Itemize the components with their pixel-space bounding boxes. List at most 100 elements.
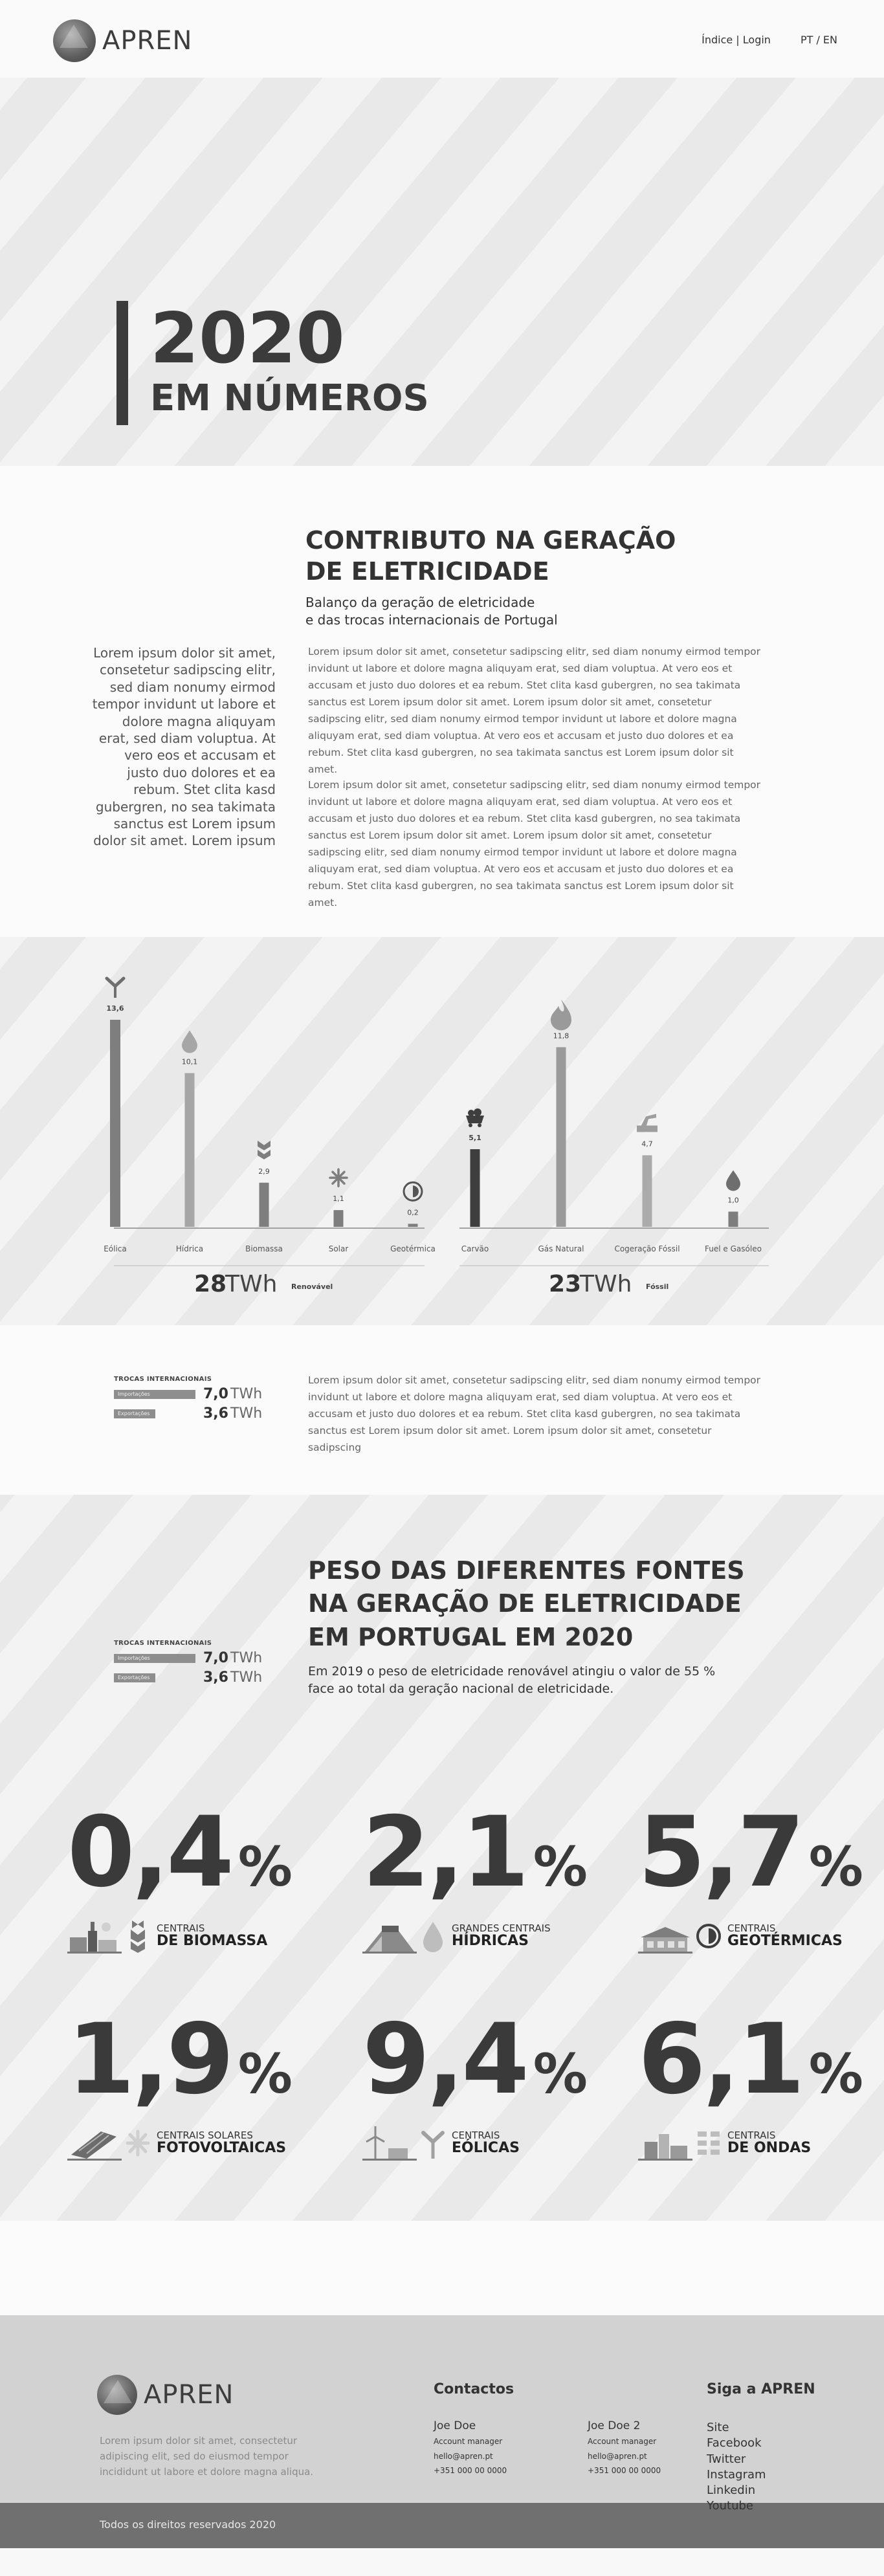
contact-phone[interactable]: +351 000 00 0000 xyxy=(434,2466,507,2476)
chart-total-label: Renovável xyxy=(291,1282,333,1291)
top-nav: Índice | Login PT / EN xyxy=(672,34,837,46)
stat-label: GRANDES CENTRAIS HÍDRICAS xyxy=(452,1923,551,1950)
stat-label: CENTRAIS EÓLICAS xyxy=(452,2130,520,2157)
contact-role: Account manager xyxy=(434,2436,503,2446)
stat-number: 6,1 xyxy=(638,2003,805,2116)
social-link-instagram[interactable]: Instagram xyxy=(707,2467,766,2482)
stat-number: 1,9 xyxy=(67,2003,234,2116)
contribution-lead-text: Lorem ipsum dolor sit amet, consetetur s… xyxy=(92,645,276,849)
weights-subtitle-line2: face ao total da geração nacional de ele… xyxy=(308,1681,614,1696)
stat-waves: 6,1% CENTRAIS DE ONDAS xyxy=(638,2011,863,2161)
site-header: APREN Índice | Login PT / EN xyxy=(0,0,884,78)
exports-bar: Exportações xyxy=(114,1673,156,1682)
stat-percent: % xyxy=(808,2042,863,2106)
social-links: Site Facebook Twitter Instagram Linkedin… xyxy=(707,2420,766,2515)
chart-bar xyxy=(333,1210,344,1227)
chart-value-label: 0,2 xyxy=(407,1208,419,1216)
stat-geothermal: 5,7% CENTRAIS GEOTÉRMICAS xyxy=(638,1804,863,1954)
imports-row: Importações 7,0 TWh xyxy=(114,1650,262,1666)
stat-label: CENTRAIS SOLARES FOTOVOLTAICAS xyxy=(157,2130,286,2157)
exports-row: Exportações 3,6 TWh xyxy=(114,1669,262,1686)
contact-card-1: Joe Doe Account manager hello@apren.pt +… xyxy=(434,2419,507,2478)
hero-section: 2020 EM NÚMEROS xyxy=(0,78,884,466)
nav-index-login-link[interactable]: Índice | Login xyxy=(702,34,771,46)
leaf-icon xyxy=(131,1921,145,1953)
exchanges-title: TROCAS INTERNACIONAIS xyxy=(114,1376,212,1383)
chart-value-label: 5,1 xyxy=(469,1134,481,1142)
stat-hydro: 2,1% GRANDES CENTRAIS HÍDRICAS xyxy=(362,1804,588,1954)
copyright-text: Todos os direitos reservados 2020 xyxy=(100,2518,276,2531)
exports-bar-track: Exportações xyxy=(114,1673,195,1682)
stat-label-small: CENTRAIS xyxy=(727,1922,776,1934)
stat-label-small: CENTRAIS xyxy=(452,2129,500,2141)
stat-percent: % xyxy=(808,1835,863,1899)
chart-total-unit: TWh xyxy=(579,1271,632,1297)
leaf-icon xyxy=(258,1140,271,1160)
exports-unit: TWh xyxy=(230,1405,263,1422)
contact-email[interactable]: hello@apren.pt xyxy=(588,2451,647,2461)
chart-value-label: 10,1 xyxy=(182,1057,198,1066)
contact-email[interactable]: hello@apren.pt xyxy=(434,2451,493,2461)
stat-label: CENTRAIS DE ONDAS xyxy=(727,2130,811,2157)
social-link-linkedin[interactable]: Linkedin xyxy=(707,2483,756,2498)
contact-phone[interactable]: +351 000 00 0000 xyxy=(588,2466,661,2476)
stat-solar: 1,9% CENTRAIS SOLARES FOTOVOLTAICAS xyxy=(67,2011,293,2161)
chart-value-label: 13,6 xyxy=(106,1004,124,1013)
exchanges-summary: TROCAS INTERNACIONAIS Importações 7,0 TW… xyxy=(114,1376,262,1422)
stat-label-row: GRANDES CENTRAIS HÍDRICAS xyxy=(362,1918,588,1954)
imports-value: 7,0 xyxy=(203,1386,228,1402)
stat-biomass: 0,4% CENTRAIS DE BIOMASSA xyxy=(67,1804,293,1954)
stat-number: 5,7 xyxy=(638,1796,805,1909)
stat-number: 0,4 xyxy=(67,1796,234,1909)
hero-year: 2020 xyxy=(150,298,345,379)
stat-label-row: CENTRAIS DE ONDAS xyxy=(638,2125,863,2161)
stat-label-row: CENTRAIS EÓLICAS xyxy=(362,2125,588,2161)
stat-biomass-value: 0,4% xyxy=(67,1804,293,1901)
source-weights-section: PESO DAS DIFERENTES FONTES NA GERAÇÃO DE… xyxy=(0,1495,884,2221)
waves-icon xyxy=(698,2131,720,2155)
stat-label-row: CENTRAIS SOLARES FOTOVOLTAICAS xyxy=(67,2125,293,2161)
chart-category-label: Gás Natural xyxy=(538,1244,584,1253)
chart-bar xyxy=(184,1073,195,1227)
nav-language-link[interactable]: PT / EN xyxy=(800,34,837,46)
chart-bar xyxy=(470,1149,480,1227)
hero-accent-bar xyxy=(116,301,128,425)
solar-panel-illustration xyxy=(67,2131,122,2161)
stat-percent: % xyxy=(238,1835,293,1899)
stat-label: CENTRAIS DE BIOMASSA xyxy=(157,1923,267,1950)
apren-logo-icon xyxy=(53,19,96,62)
stat-percent: % xyxy=(533,2042,588,2106)
social-link-youtube[interactable]: Youtube xyxy=(707,2499,753,2513)
imports-unit: TWh xyxy=(230,1386,263,1402)
social-link-twitter[interactable]: Twitter xyxy=(707,2452,746,2466)
social-link-facebook[interactable]: Facebook xyxy=(707,2436,762,2450)
chart-value-label: 1,1 xyxy=(333,1194,344,1203)
flame-icon xyxy=(551,999,571,1031)
chart-value-label: 1,0 xyxy=(727,1196,739,1204)
weights-title-line1: PESO DAS DIFERENTES FONTES xyxy=(308,1556,745,1585)
exports-bar-track: Exportações xyxy=(114,1409,195,1418)
wind-turbine-icon xyxy=(421,2131,445,2159)
weights-exchanges-summary: TROCAS INTERNACIONAIS Importações 7,0 TW… xyxy=(114,1640,262,1686)
chart-value-label: 2,9 xyxy=(258,1167,270,1176)
contact-name: Joe Doe 2 xyxy=(588,2419,641,2432)
stat-number: 9,4 xyxy=(362,2003,529,2116)
chart-category-label: Hídrica xyxy=(176,1244,203,1253)
chart-total-label: Fóssil xyxy=(646,1282,669,1291)
wind-farm-illustration xyxy=(362,2126,417,2161)
contribution-subtitle-line1: Balanço da geração de eletricidade xyxy=(305,595,535,610)
stat-number: 2,1 xyxy=(362,1796,529,1909)
stat-label-small: CENTRAIS SOLARES xyxy=(157,2129,253,2141)
apren-logo[interactable]: APREN xyxy=(53,19,192,62)
exchanges-description: Lorem ipsum dolor sit amet, consetetur s… xyxy=(308,1374,761,1454)
geothermal-plant-illustration xyxy=(638,1927,692,1954)
exports-unit: TWh xyxy=(230,1669,263,1686)
exports-value: 3,6 xyxy=(203,1669,228,1686)
social-link-site[interactable]: Site xyxy=(707,2421,729,2434)
chart-bar xyxy=(110,1020,120,1227)
contact-card-2: Joe Doe 2 Account manager hello@apren.pt… xyxy=(588,2419,661,2478)
footer-logo[interactable]: APREN xyxy=(97,2375,234,2415)
imports-unit: TWh xyxy=(230,1650,263,1666)
contribution-paragraph-1: Lorem ipsum dolor sit amet, consetetur s… xyxy=(308,646,761,776)
chart-value-label: 4,7 xyxy=(641,1139,653,1148)
